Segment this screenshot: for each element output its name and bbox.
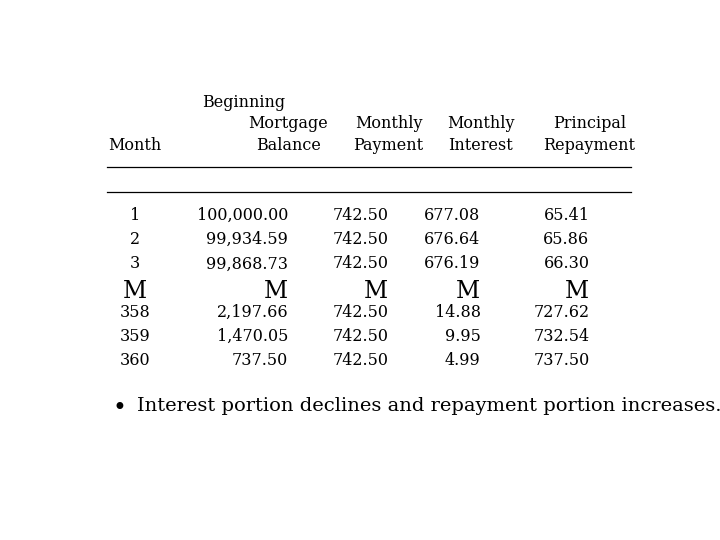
Text: 100,000.00: 100,000.00 bbox=[197, 207, 288, 224]
Text: 360: 360 bbox=[120, 352, 150, 369]
Text: 732.54: 732.54 bbox=[534, 328, 590, 345]
Text: 1,470.05: 1,470.05 bbox=[217, 328, 288, 345]
Text: 742.50: 742.50 bbox=[333, 255, 389, 272]
Text: 727.62: 727.62 bbox=[534, 303, 590, 321]
Text: Balance: Balance bbox=[256, 137, 320, 153]
Text: 677.08: 677.08 bbox=[424, 207, 481, 224]
Text: •: • bbox=[112, 397, 126, 421]
Text: 742.50: 742.50 bbox=[333, 231, 389, 248]
Text: 676.64: 676.64 bbox=[424, 231, 481, 248]
Text: Monthly: Monthly bbox=[355, 115, 422, 132]
Text: M: M bbox=[264, 280, 288, 302]
Text: 2: 2 bbox=[130, 231, 140, 248]
Text: M: M bbox=[364, 280, 389, 302]
Text: 99,868.73: 99,868.73 bbox=[206, 255, 288, 272]
Text: 66.30: 66.30 bbox=[544, 255, 590, 272]
Text: 14.88: 14.88 bbox=[435, 303, 481, 321]
Text: 359: 359 bbox=[120, 328, 150, 345]
Text: Interest portion declines and repayment portion increases.: Interest portion declines and repayment … bbox=[138, 397, 720, 415]
Text: Payment: Payment bbox=[354, 137, 423, 153]
Text: Monthly: Monthly bbox=[447, 115, 514, 132]
Text: 65.41: 65.41 bbox=[544, 207, 590, 224]
Text: Month: Month bbox=[108, 137, 161, 153]
Text: 737.50: 737.50 bbox=[232, 352, 288, 369]
Text: Interest: Interest bbox=[449, 137, 513, 153]
Text: 742.50: 742.50 bbox=[333, 207, 389, 224]
Text: 742.50: 742.50 bbox=[333, 352, 389, 369]
Text: 2,197.66: 2,197.66 bbox=[217, 303, 288, 321]
Text: 358: 358 bbox=[120, 303, 150, 321]
Text: M: M bbox=[565, 280, 590, 302]
Text: 99,934.59: 99,934.59 bbox=[206, 231, 288, 248]
Text: M: M bbox=[122, 280, 147, 302]
Text: 4.99: 4.99 bbox=[445, 352, 481, 369]
Text: M: M bbox=[456, 280, 481, 302]
Text: 737.50: 737.50 bbox=[533, 352, 590, 369]
Text: 742.50: 742.50 bbox=[333, 303, 389, 321]
Text: Mortgage: Mortgage bbox=[248, 115, 328, 132]
Text: 676.19: 676.19 bbox=[424, 255, 481, 272]
Text: 742.50: 742.50 bbox=[333, 328, 389, 345]
Text: Principal: Principal bbox=[553, 115, 626, 132]
Text: Beginning: Beginning bbox=[202, 94, 285, 111]
Text: 1: 1 bbox=[130, 207, 140, 224]
Text: 9.95: 9.95 bbox=[445, 328, 481, 345]
Text: 65.86: 65.86 bbox=[544, 231, 590, 248]
Text: Repayment: Repayment bbox=[544, 137, 636, 153]
Text: 3: 3 bbox=[130, 255, 140, 272]
